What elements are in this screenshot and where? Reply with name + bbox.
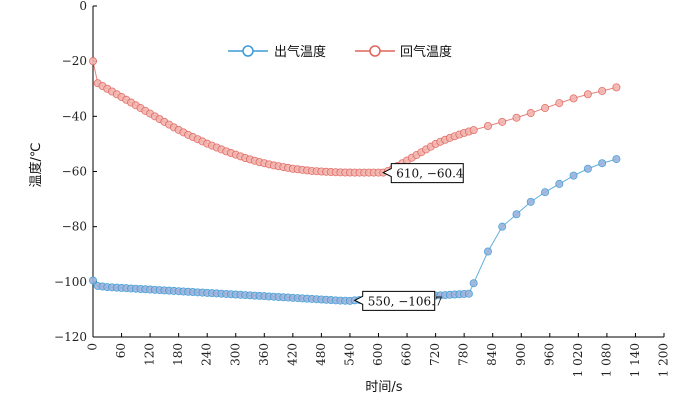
x-tick-label: 1 020 xyxy=(571,343,585,377)
data-point xyxy=(526,109,535,118)
x-tick-label: 720 xyxy=(428,343,442,366)
annotation-callout: 550, −106.7 xyxy=(353,290,443,311)
series-line xyxy=(92,61,617,174)
data-point xyxy=(541,104,550,113)
legend-label-outlet: 出气温度 xyxy=(274,44,326,60)
data-point xyxy=(498,222,507,231)
x-tick-label: 300 xyxy=(228,343,242,366)
x-tick-label: 1 080 xyxy=(599,343,613,377)
y-tick-label: −20 xyxy=(62,54,87,68)
x-tick-label: 600 xyxy=(371,343,385,366)
data-point xyxy=(464,289,473,298)
data-point xyxy=(512,210,521,219)
data-point xyxy=(89,276,98,285)
x-tick-label: 180 xyxy=(171,343,185,366)
data-point xyxy=(555,99,564,108)
annotation-text: 610, −60.4 xyxy=(396,167,464,181)
x-tick-label: 360 xyxy=(257,343,271,366)
data-point xyxy=(612,155,621,164)
y-tick-label: −120 xyxy=(54,330,87,344)
annotation-box xyxy=(353,290,436,311)
x-axis-label: 时间/s xyxy=(365,380,402,395)
legend: 出气温度 回气温度 xyxy=(228,44,452,60)
x-tick-label: 120 xyxy=(143,343,157,366)
series-outlet xyxy=(89,155,621,305)
data-point xyxy=(469,279,478,288)
annotation-callout: 610, −60.4 xyxy=(382,163,464,184)
x-tick-label: 660 xyxy=(400,343,414,366)
y-tick-label: −60 xyxy=(62,165,87,179)
data-point xyxy=(583,90,592,99)
x-tick-label: 840 xyxy=(485,343,499,366)
data-point xyxy=(498,117,507,126)
x-tick-label: 1 140 xyxy=(628,343,642,377)
x-tick-label: 960 xyxy=(542,343,556,366)
x-tick-label: 900 xyxy=(514,343,528,366)
y-tick-label: 0 xyxy=(79,0,87,13)
legend-marker-return xyxy=(369,45,381,57)
data-point xyxy=(469,126,478,135)
data-point xyxy=(483,247,492,256)
series-line xyxy=(92,158,617,302)
annotations: 610, −60.4 550, −106.7 xyxy=(353,163,464,311)
x-tick-label: 1 200 xyxy=(657,343,671,377)
data-point xyxy=(598,86,607,95)
y-tick-label: −100 xyxy=(54,275,87,289)
annotation-box xyxy=(382,163,464,184)
x-tick-label: 420 xyxy=(285,343,299,366)
legend-marker-outlet xyxy=(242,45,254,57)
data-point xyxy=(555,179,564,188)
legend-item-return: 回气温度 xyxy=(355,44,452,60)
x-tick-label: 60 xyxy=(114,343,128,358)
x-tick-label: 0 xyxy=(86,343,100,351)
x-tick-label: 480 xyxy=(314,343,328,366)
data-point xyxy=(583,164,592,173)
data-point xyxy=(541,188,550,197)
y-tick-label: −80 xyxy=(62,220,87,234)
legend-label-return: 回气温度 xyxy=(400,44,452,60)
data-point xyxy=(89,57,98,66)
legend-item-outlet: 出气温度 xyxy=(228,44,326,60)
y-tick-label: −40 xyxy=(62,109,87,123)
x-tick-label: 540 xyxy=(342,343,356,366)
x-tick-label: 780 xyxy=(457,343,471,366)
data-point xyxy=(512,113,521,122)
data-point xyxy=(483,121,492,130)
y-axis-label: 温度/℃ xyxy=(28,143,44,188)
data-point xyxy=(569,171,578,180)
x-tick-label: 240 xyxy=(200,343,214,366)
data-point xyxy=(526,197,535,206)
series-layer xyxy=(89,57,621,305)
annotation-text: 550, −106.7 xyxy=(368,294,443,308)
data-point xyxy=(569,94,578,103)
series-return xyxy=(89,57,621,177)
data-point xyxy=(598,159,607,168)
data-point xyxy=(612,83,621,92)
